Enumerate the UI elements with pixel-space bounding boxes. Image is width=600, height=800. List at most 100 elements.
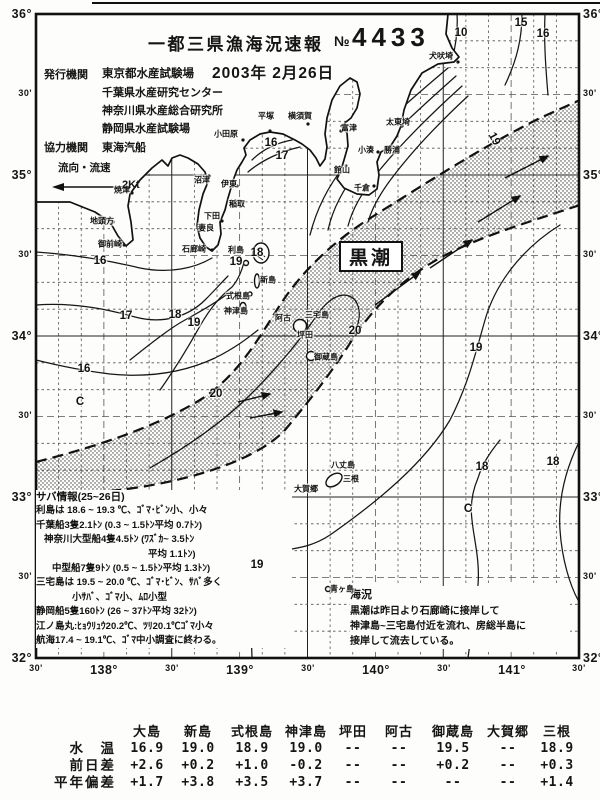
station-dot bbox=[111, 220, 115, 224]
table-cell: 18.9 bbox=[235, 741, 269, 756]
axis-label-right: 30' bbox=[583, 410, 597, 420]
legend-speed-value: 2Kt bbox=[122, 179, 140, 191]
axis-label-right: 34° bbox=[583, 329, 600, 343]
axis-label-left: 35° bbox=[11, 168, 32, 182]
sea-condition-lines: 黒潮は昨日より石廊崎に接岸して 神津島~三宅島付近を流れ、房総半島に 接岸して流去し… bbox=[350, 604, 570, 649]
page-title: 一都三県漁海況速報 bbox=[148, 35, 324, 54]
station-dot bbox=[372, 184, 376, 188]
station-dot bbox=[306, 122, 310, 126]
saba-line: 千葉船3隻2.1ﾄﾝ (0.3 ~ 1.5ﾄﾝ平均 0.7ﾄﾝ) bbox=[36, 519, 203, 531]
axis-label-left: 30' bbox=[18, 410, 32, 420]
axis-label-right: 32° bbox=[583, 651, 600, 665]
legend-current-arrow bbox=[52, 183, 118, 191]
table-cell: +0.2 bbox=[181, 758, 215, 773]
saba-info-lines: サバ情報(25~26日) 利島は 18.6 ~ 19.3 ℃、ｺﾞﾏ･ﾋﾞﾝ小、小… bbox=[36, 490, 292, 648]
axis-label-right: 30' bbox=[583, 249, 597, 259]
axis-label-right: 36° bbox=[583, 7, 600, 21]
table-col-header: 三根 bbox=[542, 724, 571, 739]
table-cell: +1.7 bbox=[130, 775, 164, 790]
issuer-label: 発行機関 bbox=[44, 69, 88, 81]
table-cell: +2.6 bbox=[130, 758, 164, 773]
saba-line: 航海17.4 ~ 19.1℃、ｺﾞﾏ中小調査に終わる。 bbox=[36, 635, 222, 647]
table-cell: -0.2 bbox=[289, 758, 323, 773]
table-cell: 19.5 bbox=[436, 741, 470, 756]
station-dots bbox=[111, 60, 460, 252]
table-col-header: 大島 bbox=[132, 724, 161, 739]
table-col-header: 式根島 bbox=[230, 724, 273, 739]
axis-label-bottom: 30' bbox=[572, 663, 586, 673]
table-col-header: 新島 bbox=[183, 724, 212, 739]
station-dot bbox=[130, 191, 134, 195]
table-cell: 16.9 bbox=[130, 741, 164, 756]
issuer-name: 東京都水産試験場 bbox=[102, 68, 194, 80]
issue-number-mark: № bbox=[334, 33, 350, 49]
axis-label-bottom: 30' bbox=[437, 663, 451, 673]
kuroshio-label-box: 黒潮 bbox=[339, 241, 403, 272]
station-dot bbox=[220, 219, 224, 223]
saba-line: 三宅島は 19.5 ~ 20.0 ℃、ｺﾞﾏ･ﾋﾞﾝ、ｻﾊﾞ多く bbox=[36, 577, 223, 589]
saba-line: 平均 1.1ﾄﾝ) bbox=[148, 548, 196, 560]
saba-line: 江ノ島丸:ﾋｮｳﾘｭｳ20.2℃、ﾂﾘ20.1℃ｺﾞﾏ小々 bbox=[36, 620, 214, 632]
table-col-header: 神津島 bbox=[284, 724, 327, 739]
honshu-coastline bbox=[36, 14, 460, 252]
table-cell: -- bbox=[344, 775, 362, 790]
axis-label-right: 35° bbox=[583, 168, 600, 182]
station-dot bbox=[235, 184, 239, 188]
issue-date: 2003年 2月26日 bbox=[212, 65, 335, 82]
axis-label-left: 30' bbox=[18, 88, 32, 98]
table-cell: +0.3 bbox=[540, 758, 574, 773]
island-temperature-table: 大島 新島 式根島 神津島 坪田 阿古 御蔵島 大賀郷 三根水 温 16.9 19.0 18.9 19.… bbox=[26, 724, 580, 791]
station-dot bbox=[207, 174, 211, 178]
axis-label-left: 30' bbox=[18, 249, 32, 259]
axis-label-bottom: 141° bbox=[498, 663, 526, 677]
station-dot bbox=[456, 60, 460, 64]
sea-condition-block: 海況 黒潮は昨日より石廊崎に接岸して 神津島~三宅島付近を流れ、房総半島に 接岸して… bbox=[350, 586, 570, 649]
table-cell: -- bbox=[499, 775, 517, 790]
table-row-header: 平年偏差 bbox=[54, 775, 116, 790]
axis-label-left: 33° bbox=[11, 490, 32, 504]
sea-condition-title: 海況 bbox=[350, 589, 372, 601]
table-cell: +1.4 bbox=[540, 775, 574, 790]
axis-label-bottom: 138° bbox=[90, 663, 118, 677]
station-dot bbox=[241, 138, 245, 142]
current-arrows bbox=[237, 155, 550, 419]
saba-line: 神奈川大型船4隻4.5ﾄﾝ (ﾜｽﾞｶ~ 3.5ﾄﾝ bbox=[44, 534, 195, 546]
table-cell: -- bbox=[390, 741, 408, 756]
table-cell: -- bbox=[344, 758, 362, 773]
table-cell: 19.0 bbox=[289, 741, 323, 756]
sea-condition-line: 黒潮は昨日より石廊崎に接岸して bbox=[350, 606, 500, 617]
table-cell: -- bbox=[444, 775, 462, 790]
table-row-header: 水 温 bbox=[69, 741, 116, 756]
kuroshio-south-edge bbox=[36, 204, 579, 497]
table-cell: +1.0 bbox=[235, 758, 269, 773]
axis-label-left: 32° bbox=[11, 651, 32, 665]
axis-label-bottom: 30' bbox=[165, 663, 179, 673]
cooperator-name: 東海汽船 bbox=[102, 142, 146, 154]
table-cell: 18.9 bbox=[540, 741, 574, 756]
station-dot bbox=[389, 146, 393, 150]
axis-label-left: 30' bbox=[18, 571, 32, 581]
station-dot bbox=[400, 124, 404, 128]
axis-label-bottom: 30' bbox=[29, 663, 43, 673]
station-dot bbox=[376, 150, 380, 154]
kuroshio-label: 黒潮 bbox=[348, 248, 393, 269]
kuroshio-band bbox=[36, 100, 579, 495]
saba-line: 中型船7隻9ﾄﾝ (0.5 ~ 1.5ﾄﾝ平均 1.3ﾄﾝ) bbox=[52, 563, 211, 575]
legend-flow-label: 流向・流速 bbox=[58, 162, 111, 174]
issuer-name-4: 静岡県水産試験場 bbox=[102, 123, 190, 135]
table-cell: -- bbox=[499, 741, 517, 756]
saba-line: 静岡船5隻160ﾄﾝ (26 ~ 37ﾄﾝ平均 32ﾄﾝ) bbox=[36, 606, 197, 618]
scan-artifact bbox=[92, 2, 600, 4]
table-cell: -- bbox=[390, 775, 408, 790]
table-corner bbox=[26, 724, 122, 740]
issuer-name-2: 千葉県水産研究センター bbox=[102, 87, 223, 99]
table-cell: -- bbox=[390, 758, 408, 773]
table-col-header: 坪田 bbox=[338, 724, 367, 739]
table-cell: -- bbox=[344, 741, 362, 756]
station-dot bbox=[344, 164, 348, 168]
saba-info-block: サバ情報(25~26日) 利島は 18.6 ~ 19.3 ℃、ｺﾞﾏ･ﾋﾞﾝ小、小… bbox=[36, 490, 292, 649]
table-col-header: 御蔵島 bbox=[431, 724, 474, 739]
sea-condition-line: 神津島~三宅島付近を流れ、房総半島に bbox=[350, 621, 526, 632]
